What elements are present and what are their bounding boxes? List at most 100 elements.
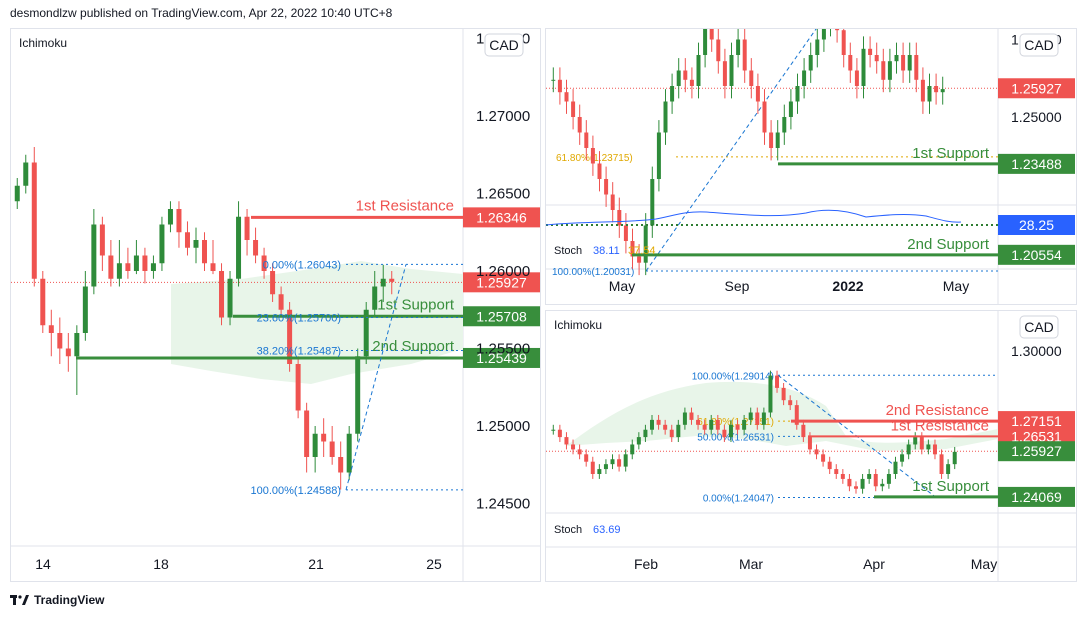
daily-candle bbox=[669, 429, 674, 438]
daily-candle bbox=[709, 419, 714, 430]
currency-badge-bg bbox=[484, 33, 524, 57]
level-label-2: 1st Support bbox=[912, 478, 990, 495]
ichimoku-cloud bbox=[171, 261, 463, 384]
daily-candle bbox=[794, 405, 799, 425]
indicator-label: Ichimoku bbox=[554, 318, 602, 332]
level-price-badge-0-bg bbox=[998, 411, 1075, 432]
weekly-candle bbox=[901, 55, 906, 71]
daily-candle bbox=[880, 483, 885, 487]
main-candle bbox=[321, 433, 327, 442]
main-candle bbox=[14, 185, 20, 202]
main-candle bbox=[363, 309, 369, 357]
daily-candle bbox=[775, 375, 780, 388]
x-tick-1: Sep bbox=[725, 278, 750, 294]
x-tick-3: May bbox=[943, 278, 969, 294]
daily-candle bbox=[893, 461, 898, 474]
main-candle bbox=[133, 255, 139, 271]
weekly-candle bbox=[670, 86, 675, 102]
daily-candle bbox=[768, 375, 773, 413]
weekly-candle bbox=[755, 86, 760, 102]
main-candle bbox=[31, 162, 37, 279]
daily-candle bbox=[603, 464, 608, 470]
daily-candle bbox=[676, 424, 681, 438]
main-candle bbox=[278, 294, 284, 310]
x-tick-2: 21 bbox=[308, 556, 324, 572]
weekly-candle bbox=[676, 70, 681, 86]
weekly-candle bbox=[742, 39, 747, 71]
weekly-candle bbox=[808, 55, 813, 71]
main-chart-panel: Ichimoku 1st Resistance 1.26346 1st Support… bbox=[10, 28, 541, 582]
currency-label: CAD bbox=[1024, 37, 1054, 53]
weekly-candle bbox=[656, 132, 661, 179]
tradingview-footer: TradingView bbox=[10, 593, 104, 607]
main-candle bbox=[91, 224, 97, 287]
main-candle bbox=[40, 278, 46, 326]
weekly-candle bbox=[762, 101, 767, 133]
weekly-candle bbox=[795, 86, 800, 102]
currency-label: CAD bbox=[489, 37, 519, 53]
daily-candle bbox=[623, 454, 628, 467]
level-price-badge-2: 1.20554 bbox=[1011, 247, 1062, 263]
daily-candle bbox=[735, 424, 740, 430]
level-price-badge-2: 1.24069 bbox=[1011, 489, 1062, 505]
current-price-badge: 1.25927 bbox=[1011, 443, 1062, 459]
daily-candle bbox=[577, 449, 582, 455]
weekly-candle bbox=[643, 225, 648, 263]
daily-candle bbox=[761, 412, 766, 425]
daily-candle bbox=[728, 424, 733, 438]
x-tick-1: Mar bbox=[739, 556, 763, 572]
weekly-candle bbox=[551, 79, 556, 81]
level-price-badge-1: 1.26531 bbox=[1011, 428, 1062, 444]
level-price-badge-0: 1.27151 bbox=[1011, 413, 1062, 429]
y-tick-4: 1.25500 bbox=[476, 341, 530, 358]
daily-candle bbox=[630, 444, 635, 455]
fib-trend-line bbox=[345, 264, 407, 490]
level-label-1: 1st Support bbox=[912, 145, 990, 162]
level-label-2: 2nd Support bbox=[907, 236, 990, 253]
weekly-candle bbox=[736, 39, 741, 55]
indicator-label: Ichimoku bbox=[19, 36, 67, 50]
daily-candle bbox=[952, 451, 957, 465]
weekly-candle bbox=[683, 70, 688, 80]
level-price-badge-1-bg bbox=[998, 153, 1075, 174]
main-candle bbox=[389, 278, 395, 282]
level-price-badge-0-bg bbox=[463, 207, 540, 228]
main-candle bbox=[65, 348, 71, 357]
weekly-candle bbox=[914, 55, 919, 80]
daily-candle bbox=[867, 474, 872, 479]
weekly-candle bbox=[940, 89, 945, 93]
daily-candle bbox=[696, 419, 701, 425]
level-price-badge-2-bg bbox=[998, 486, 1075, 507]
main-chart[interactable]: Ichimoku 1st Resistance 1.26346 1st Support… bbox=[11, 29, 540, 581]
daily-candle bbox=[656, 419, 661, 425]
level-price-badge-2-bg bbox=[998, 244, 1075, 265]
currency-badge-bg bbox=[1019, 315, 1059, 339]
stoch-d-value: 37.54 bbox=[628, 245, 656, 257]
weekly-candle bbox=[868, 48, 873, 55]
daily-candle bbox=[854, 486, 858, 489]
daily-candle bbox=[821, 454, 826, 462]
main-candle bbox=[338, 457, 344, 473]
weekly-candle bbox=[788, 101, 793, 117]
weekly-chart[interactable]: 0.00%(1.29674)61.80%(1.23715)100.00%(1.2… bbox=[545, 0, 1076, 304]
weekly-candle bbox=[861, 48, 866, 86]
main-candle bbox=[219, 271, 225, 318]
weekly-candle bbox=[637, 256, 642, 263]
main-candle bbox=[372, 286, 378, 310]
current-price-badge: 1.25927 bbox=[476, 274, 527, 290]
main-candle bbox=[48, 325, 54, 333]
main-candle bbox=[380, 278, 386, 287]
daily-candle bbox=[682, 412, 687, 425]
weekly-candle bbox=[815, 39, 820, 55]
main-candle bbox=[184, 232, 190, 248]
main-candle bbox=[244, 216, 250, 240]
daily-candle bbox=[643, 429, 648, 438]
main-candle bbox=[74, 333, 80, 357]
weekly-candle bbox=[848, 55, 853, 71]
daily-chart[interactable]: Ichimoku 100.00%(1.29014) 61.80%(1.27151) 5… bbox=[546, 311, 1076, 581]
daily-candle bbox=[610, 459, 615, 465]
daily-candle bbox=[748, 412, 753, 420]
daily-candle bbox=[584, 454, 589, 462]
weekly-candle bbox=[854, 70, 859, 86]
stoch-value-badge: 28.25 bbox=[1019, 217, 1054, 233]
